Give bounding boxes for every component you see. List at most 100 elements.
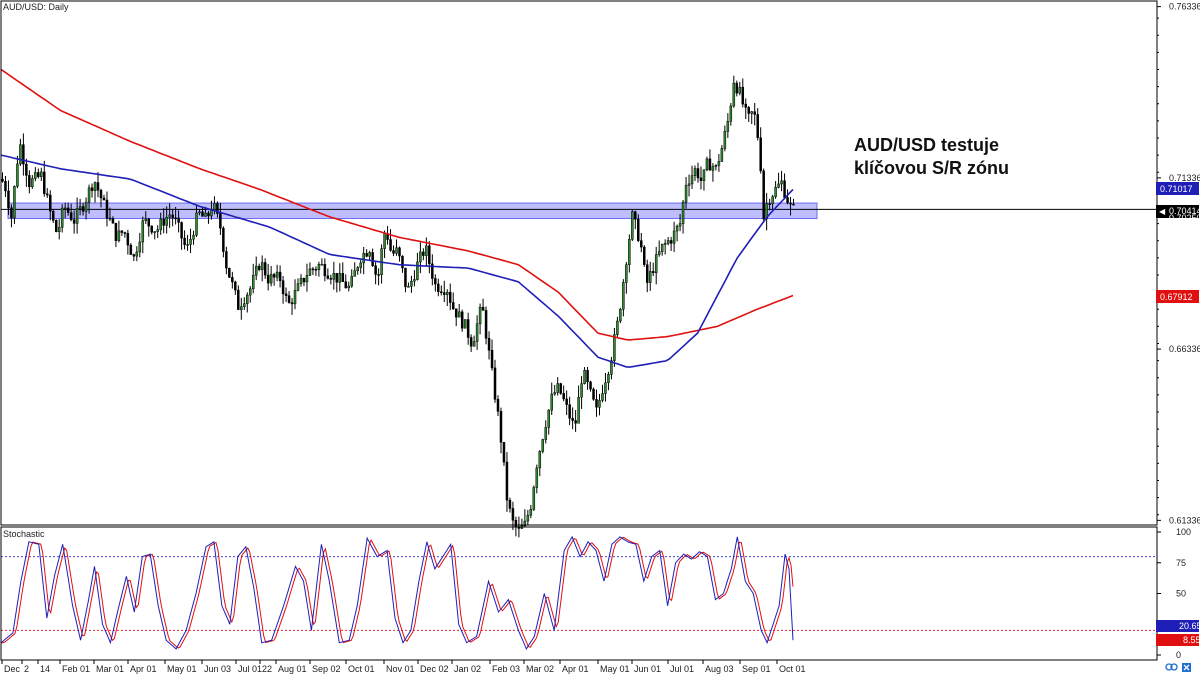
candle [380,244,383,284]
candle [443,280,446,303]
candle [759,127,762,174]
candle [484,306,488,345]
candle [490,339,494,371]
time-tick-label: Apr 01 [562,664,589,674]
stochastic-layer [0,535,1157,650]
candle [574,410,577,432]
candle [389,229,392,252]
candle [580,376,583,409]
close-icon[interactable] [1182,663,1191,672]
time-tick-label: 22 [262,664,272,674]
candle [150,225,153,235]
annotation-line-1: AUD/USD testuje [854,135,999,155]
time-tick-label: Dec [4,664,21,674]
candle [25,158,28,187]
candle [99,188,103,208]
candle [726,113,730,138]
candle [60,204,64,233]
candle [702,169,706,191]
time-tick-label: Mar 02 [526,664,554,674]
candle [437,278,440,297]
candle [610,356,613,380]
stoch-tick-label: 0 [1176,650,1181,660]
candle [583,367,586,385]
candle [257,263,261,272]
sr-zone-layer [1,202,1157,219]
ma-fast-line [0,154,794,368]
candle [168,203,171,228]
candle [762,168,765,223]
candle [619,307,622,324]
candle [777,172,780,189]
ma-fast-label: 0.71017 [1160,184,1193,194]
candle [413,270,416,287]
candle [93,181,97,203]
candle [195,205,198,238]
candle [246,292,249,313]
candle [231,271,234,289]
candle [284,287,288,302]
candle [684,176,688,209]
candle [747,105,750,122]
candle [768,198,771,211]
candle [616,316,619,339]
candle [138,232,142,258]
candle [774,181,777,199]
time-tick-label: Aug 01 [278,664,307,674]
candle [750,110,753,125]
candle [729,103,733,126]
candle [222,226,225,258]
candle [28,170,31,194]
time-tick-label: May 01 [600,664,630,674]
candle [350,269,353,288]
candle [183,230,186,250]
candle [487,331,491,360]
candle [410,275,413,293]
candle [625,261,628,294]
current-price-label: 0.70414 [1169,206,1200,216]
candle [407,282,410,288]
candle [123,231,127,238]
candle [359,259,362,274]
candle [40,167,43,181]
frame-layer [0,0,1158,661]
candle [159,212,162,235]
candle [171,208,174,227]
candle [132,253,136,261]
candle [654,246,658,285]
candle [225,246,228,275]
candle [643,245,646,267]
candle [344,274,348,289]
candle [607,371,610,391]
candle [129,243,133,255]
link-icon[interactable] [1165,663,1178,671]
candle [51,209,55,224]
candle [347,281,351,292]
candle [419,242,422,274]
candle [216,201,219,218]
candle [428,241,431,274]
candle [628,234,631,273]
candle [556,377,559,396]
candle [114,222,118,248]
candle [529,504,533,519]
candle [13,185,16,224]
candle [613,327,616,367]
candle [532,485,536,512]
candle [568,396,571,426]
candle [81,202,85,216]
candle [186,235,189,251]
candle [290,298,294,315]
candle [681,199,685,234]
candle [248,286,252,303]
candle [275,264,279,282]
candle [228,267,231,279]
stoch-d-box [1156,634,1199,646]
stoch-k-box [1156,620,1199,632]
candle [505,452,509,512]
candle [657,240,661,257]
candle [16,155,19,189]
candle [49,190,52,221]
candle [189,228,192,254]
candle [302,277,306,287]
